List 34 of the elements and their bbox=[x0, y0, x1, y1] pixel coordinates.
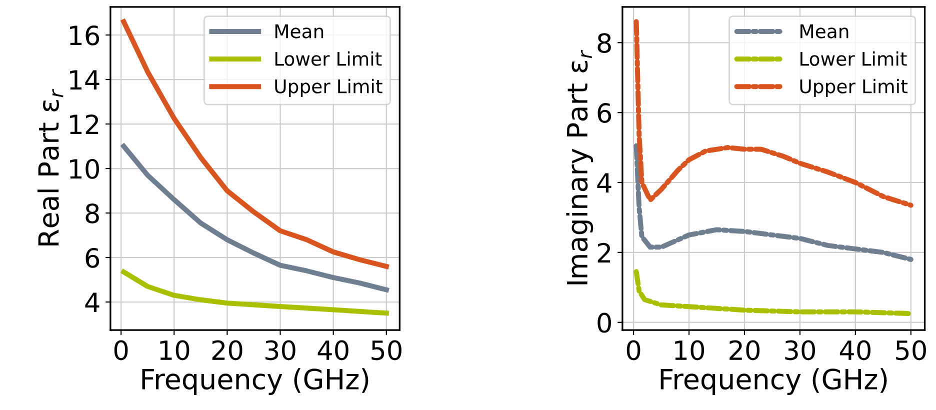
x-tick-label: 30 bbox=[785, 340, 815, 360]
legend-label: Upper Limit bbox=[800, 78, 908, 98]
y-tick-label: 16 bbox=[70, 25, 100, 46]
x-axis-title: Frequency (GHz) bbox=[660, 368, 887, 395]
legend-label: Upper Limit bbox=[275, 78, 382, 98]
y-tick-label: 14 bbox=[70, 70, 100, 90]
y-tick-label: 6 bbox=[86, 248, 100, 268]
y-tick-label: 4 bbox=[85, 292, 100, 312]
x-tick-label: 40 bbox=[318, 340, 348, 360]
y-tick-label: 0 bbox=[598, 312, 611, 333]
x-tick-label: 0 bbox=[626, 340, 640, 360]
x-tick-label: 0 bbox=[114, 340, 128, 360]
x-tick-label: 10 bbox=[675, 340, 704, 360]
y-tick-label: 12 bbox=[70, 114, 98, 134]
x-tick-label: 30 bbox=[265, 340, 296, 360]
x-tick-label: 40 bbox=[840, 340, 870, 360]
legend-label: Lower Limit bbox=[800, 51, 907, 66]
y-axis-title: Imaginary Part ε$_{r}$ bbox=[566, 50, 594, 284]
legend-label: Mean bbox=[275, 24, 324, 38]
y-tick-label: 8 bbox=[86, 203, 99, 224]
x-axis-title: Frequency (GHz) bbox=[142, 368, 368, 395]
y-tick-label: 4 bbox=[597, 173, 612, 193]
y-axis-title: Real Part ε$_{r}$ bbox=[37, 88, 64, 246]
legend-label: Lower Limit bbox=[275, 51, 382, 66]
legend-label: Mean bbox=[800, 24, 848, 38]
y-tick-label: 6 bbox=[598, 103, 612, 123]
y-tick-label: 2 bbox=[598, 242, 610, 262]
x-tick-label: 50 bbox=[896, 340, 926, 360]
x-tick-label: 50 bbox=[372, 340, 402, 360]
x-tick-label: 20 bbox=[730, 340, 760, 360]
x-tick-label: 10 bbox=[160, 340, 190, 360]
y-tick-label: 8 bbox=[598, 33, 611, 54]
y-tick-label: 10 bbox=[70, 158, 99, 179]
x-tick-label: 20 bbox=[212, 340, 242, 360]
